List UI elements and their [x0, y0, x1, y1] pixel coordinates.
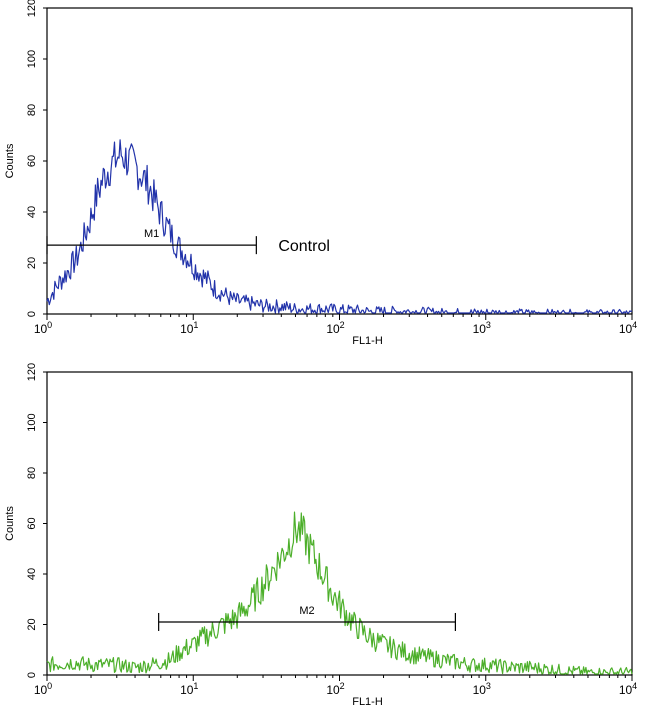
- y-axis-label: Counts: [4, 506, 16, 541]
- y-tick-label: 100: [26, 50, 38, 68]
- y-tick-label: 0: [26, 311, 38, 317]
- plot-frame: [46, 371, 633, 676]
- x-tick-exponent: 2: [340, 681, 345, 691]
- x-tick-base: 10: [326, 683, 340, 697]
- x-tick-exponent: 3: [486, 320, 491, 330]
- x-tick-base: 10: [619, 683, 633, 697]
- x-tick-label: 101: [180, 681, 198, 697]
- y-tick-label: 80: [26, 467, 38, 479]
- series-line-sample: [46, 511, 633, 675]
- y-tick-label: 20: [26, 618, 38, 630]
- x-tick-exponent: 4: [632, 320, 637, 330]
- y-tick-label: 120: [26, 0, 38, 17]
- x-tick-exponent: 1: [193, 320, 198, 330]
- x-tick-exponent: 0: [47, 681, 52, 691]
- x-tick-exponent: 0: [47, 320, 52, 330]
- y-tick-label: 20: [26, 257, 38, 269]
- x-tick-base: 10: [180, 683, 194, 697]
- x-tick-label: 101: [180, 320, 198, 336]
- series-line-control: [46, 139, 633, 314]
- y-tick-label: 60: [26, 517, 38, 529]
- x-axis-label: FL1-H: [352, 335, 383, 347]
- marker-label: M2: [299, 605, 314, 617]
- marker-label: M1: [144, 228, 159, 240]
- x-tick-label: 104: [619, 681, 637, 697]
- x-tick-base: 10: [473, 683, 487, 697]
- x-tick-label: 102: [326, 681, 344, 697]
- x-tick-base: 10: [473, 322, 487, 336]
- x-tick-label: 100: [34, 320, 52, 336]
- y-axis-label: Counts: [4, 143, 16, 178]
- x-tick-base: 10: [326, 322, 340, 336]
- x-tick-exponent: 2: [340, 320, 345, 330]
- plot-frame: [46, 7, 633, 315]
- x-tick-label: 103: [473, 681, 491, 697]
- control-annotation: Control: [278, 238, 330, 255]
- y-tick-label: 100: [26, 413, 38, 431]
- x-tick-label: 103: [473, 320, 491, 336]
- y-tick-label: 40: [26, 568, 38, 580]
- x-tick-label: 104: [619, 320, 637, 336]
- x-tick-exponent: 4: [632, 681, 637, 691]
- x-tick-label: 100: [34, 681, 52, 697]
- x-tick-base: 10: [34, 683, 48, 697]
- x-tick-label: 102: [326, 320, 344, 336]
- y-tick-label: 80: [26, 104, 38, 116]
- x-tick-base: 10: [619, 322, 633, 336]
- y-tick-label: 60: [26, 155, 38, 167]
- y-tick-label: 40: [26, 206, 38, 218]
- x-tick-base: 10: [180, 322, 194, 336]
- x-tick-exponent: 3: [486, 681, 491, 691]
- y-tick-label: 0: [26, 672, 38, 678]
- x-tick-base: 10: [34, 322, 48, 336]
- y-tick-label: 120: [26, 363, 38, 381]
- x-axis-label: FL1-H: [352, 696, 383, 708]
- x-tick-exponent: 1: [193, 681, 198, 691]
